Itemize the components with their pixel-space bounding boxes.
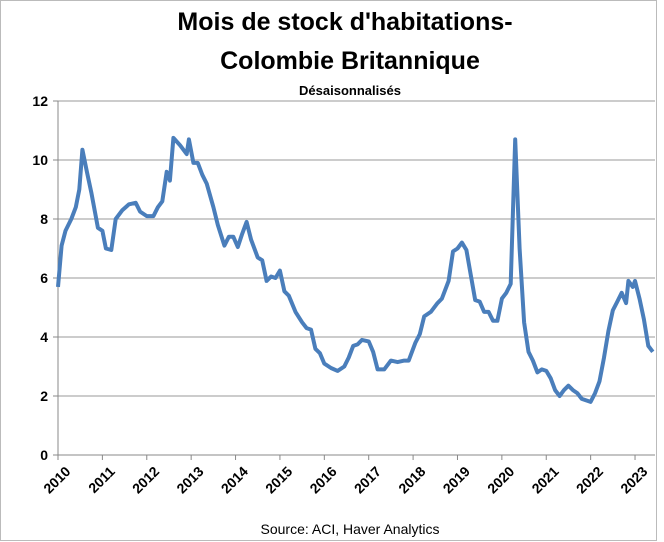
y-tick-label: 10 [32, 152, 48, 168]
y-tick-label: 12 [32, 93, 48, 109]
y-tick-label: 2 [40, 388, 48, 404]
subtitle: Désaisonnalisés [299, 83, 401, 98]
y-tick-label: 0 [40, 447, 48, 463]
y-tick-label: 8 [40, 211, 48, 227]
line-series [56, 135, 655, 404]
chart-title: Colombie Britannique [220, 47, 480, 75]
source: Source: ACI, Haver Analytics [261, 521, 440, 537]
y-tick-label: 4 [40, 329, 48, 345]
y-tick-label: 6 [40, 270, 48, 286]
chart-title: Mois de stock d'habitations- [177, 8, 512, 36]
